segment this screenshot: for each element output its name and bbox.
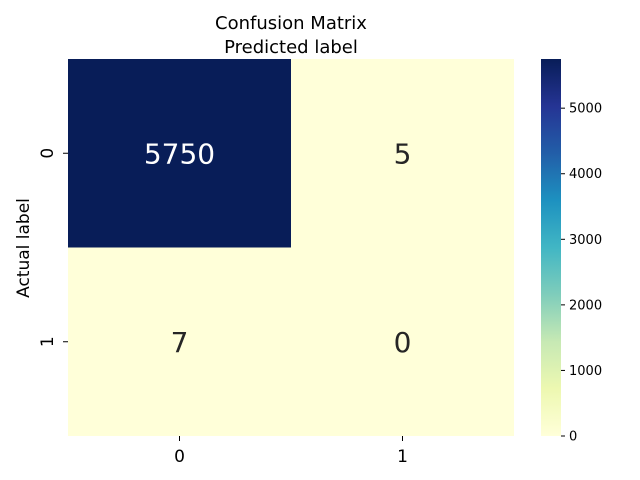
y-tick-label: 1	[38, 336, 58, 347]
cell-value-label: 5750	[144, 137, 215, 170]
colorbar-ticks: 0 1000 2000 3000 4000 5000	[561, 102, 602, 445]
chart-subtitle: Predicted label	[224, 37, 358, 58]
x-tick-label: 1	[397, 447, 408, 467]
heatmap-cell	[291, 247, 514, 436]
chart-title: Confusion Matrix	[215, 13, 367, 34]
colorbar-tick-label: 4000	[569, 167, 602, 182]
y-axis: 01	[38, 148, 68, 347]
y-axis-label: Actual label	[14, 198, 34, 298]
colorbar-tick-label: 0	[569, 430, 577, 445]
colorbar-tick-label: 2000	[569, 298, 602, 313]
heatmap-cells: 5750 5 7 0	[68, 59, 514, 436]
cell-value-label: 5	[394, 137, 412, 170]
heatmap-cell	[68, 59, 291, 248]
x-tick-label: 0	[174, 447, 185, 467]
y-tick-label: 0	[38, 148, 58, 159]
colorbar-tick-label: 3000	[569, 233, 602, 248]
colorbar	[541, 59, 561, 436]
cell-value-label: 7	[171, 326, 189, 359]
heatmap-cell	[68, 247, 291, 436]
colorbar-tick-label: 1000	[569, 364, 602, 379]
cell-value-label: 0	[394, 326, 412, 359]
colorbar-tick-label: 5000	[569, 102, 602, 117]
heatmap-cell	[291, 59, 514, 248]
